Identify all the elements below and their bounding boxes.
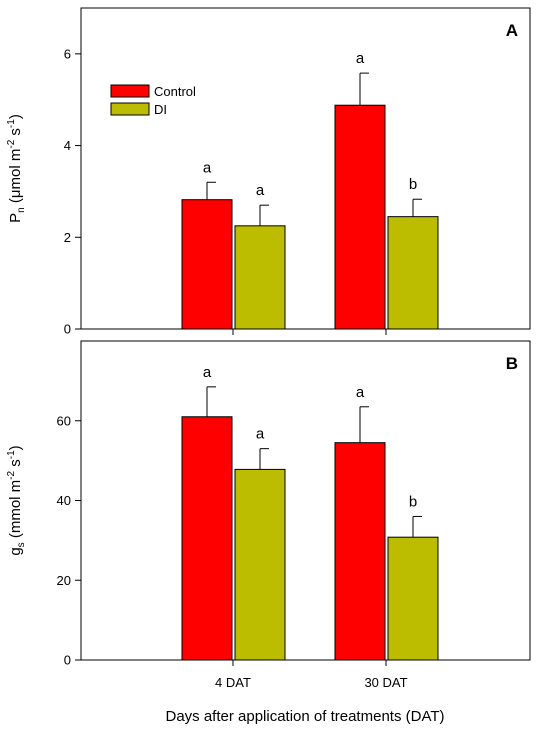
significance-letter: a bbox=[203, 364, 212, 381]
y-tick-label: 4 bbox=[64, 138, 71, 153]
panel-label: A bbox=[506, 21, 518, 40]
significance-letter: b bbox=[409, 176, 417, 193]
bar-di-1 bbox=[387, 216, 439, 330]
y-axis-title-part: -2 bbox=[6, 470, 17, 479]
y-axis-title-part: s bbox=[7, 459, 24, 471]
plot-frame bbox=[80, 7, 531, 330]
x-axis-title: Days after application of treatments (DA… bbox=[166, 708, 445, 725]
y-axis-title-part: (μmol m bbox=[7, 149, 24, 208]
y-axis-title-part: -1 bbox=[6, 119, 17, 128]
legend-swatch-di bbox=[110, 102, 150, 116]
y-axis-title-part: -1 bbox=[6, 450, 17, 459]
bar-control-1 bbox=[334, 442, 386, 661]
panel-label: B bbox=[506, 354, 518, 373]
bar-di-0 bbox=[234, 225, 286, 330]
bar-control-0 bbox=[181, 199, 233, 330]
bar-di-0 bbox=[234, 468, 286, 661]
significance-letter: a bbox=[356, 384, 365, 401]
y-axis-title: gs (mmol m-2 s-1) bbox=[6, 445, 27, 555]
legend-swatch-control bbox=[110, 84, 150, 98]
x-tick-label: 4 DAT bbox=[215, 675, 251, 690]
x-tick-label: 30 DAT bbox=[364, 675, 407, 690]
y-axis-title-part: ) bbox=[7, 114, 24, 119]
y-tick-label: 20 bbox=[57, 573, 71, 588]
significance-letter: a bbox=[356, 50, 365, 67]
significance-letter: a bbox=[203, 159, 212, 176]
y-tick-label: 0 bbox=[64, 322, 71, 337]
significance-letter: a bbox=[256, 182, 265, 199]
y-tick-label: 40 bbox=[57, 493, 71, 508]
y-axis-title-part: -2 bbox=[6, 139, 17, 148]
plot-frame bbox=[80, 340, 531, 661]
y-axis-title-part: ) bbox=[7, 445, 24, 450]
y-axis-title-part: g bbox=[7, 547, 24, 555]
bar-di-1 bbox=[387, 536, 439, 661]
y-axis-title-part: (mmol m bbox=[7, 480, 24, 543]
y-tick-label: 60 bbox=[57, 413, 71, 428]
y-axis-title-part: P bbox=[7, 213, 24, 223]
y-tick-label: 2 bbox=[64, 230, 71, 245]
legend: Control DI bbox=[110, 84, 196, 117]
bar-control-1 bbox=[334, 104, 386, 330]
y-axis-title-part: n bbox=[16, 207, 27, 213]
legend-label-control: Control bbox=[154, 84, 196, 99]
panel-a: 0 2 4 6 a a a b A Pn (μmol m-2 s-1) Control DI bbox=[6, 7, 531, 337]
legend-label-di: DI bbox=[154, 102, 167, 117]
y-axis-title-part: s bbox=[16, 542, 27, 547]
significance-letter: b bbox=[409, 493, 417, 510]
significance-letter: a bbox=[256, 426, 265, 443]
y-tick-label: 6 bbox=[64, 46, 71, 61]
y-axis-title: Pn (μmol m-2 s-1) bbox=[6, 114, 27, 223]
y-tick-label: 0 bbox=[64, 653, 71, 668]
y-axis-title-part: s bbox=[7, 128, 24, 140]
bar-control-0 bbox=[181, 416, 233, 661]
